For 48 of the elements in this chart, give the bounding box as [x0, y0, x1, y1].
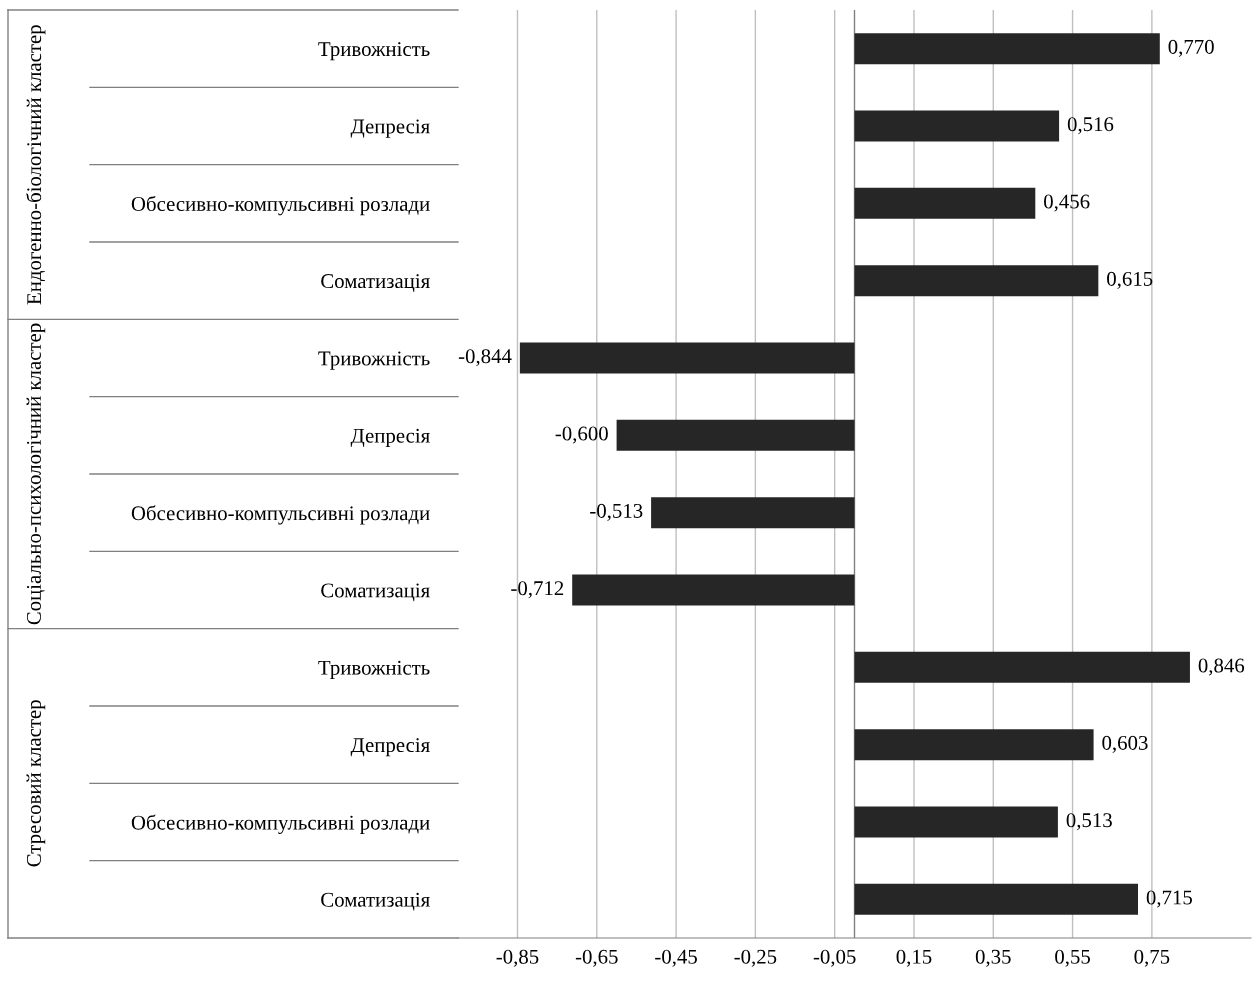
y-tick-label: Соматизація — [321, 583, 430, 602]
bar — [854, 110, 1060, 142]
y-tick-label: Тривожність — [318, 660, 430, 679]
y-tick-label: Обсесивно-компульсивні розлади — [131, 814, 430, 834]
x-tick-label: -0,85 — [496, 949, 539, 967]
x-tick-label: -0,65 — [575, 949, 618, 967]
x-tick-label: -0,45 — [655, 949, 697, 967]
x-tick-label: 0,35 — [975, 949, 1011, 967]
y-tick-label: Депресія — [350, 738, 430, 757]
bar — [854, 651, 1190, 683]
y-tick-label: Депресія — [350, 428, 430, 447]
data-label: -0,712 — [511, 581, 564, 599]
bar — [519, 342, 855, 374]
data-label: 0,603 — [1102, 735, 1148, 753]
data-label: 0,456 — [1044, 194, 1090, 212]
data-label: 0,513 — [1066, 813, 1112, 831]
x-tick-label: 0,15 — [896, 949, 932, 967]
x-tick-label: 0,75 — [1134, 949, 1170, 967]
y-tick-label: Соматизація — [321, 892, 430, 911]
bar — [854, 729, 1094, 761]
bar — [854, 806, 1058, 838]
data-label: 0,615 — [1107, 271, 1153, 289]
x-tick-label: 0,55 — [1055, 949, 1090, 967]
x-tick-label: -0,25 — [734, 949, 777, 967]
text: Ендогенно-біологічний кластер — [26, 25, 46, 305]
data-label: 0,770 — [1168, 39, 1214, 57]
bar — [651, 497, 855, 529]
bar — [854, 33, 1160, 65]
data-label: -0,513 — [590, 503, 643, 521]
y-tick-label: Депресія — [350, 119, 430, 138]
text: Соціально-психологічний кластер — [26, 323, 46, 625]
y-tick-label: Обсесивно-компульсивні розлади — [131, 505, 430, 525]
bar — [854, 187, 1036, 219]
x-tick-label: -0,05 — [813, 949, 856, 967]
data-label: 0,516 — [1067, 117, 1114, 135]
data-label: 0,715 — [1146, 890, 1192, 908]
bar — [572, 574, 855, 606]
y-tick-label: Обсесивно-компульсивні розлади — [131, 195, 430, 216]
bar — [616, 419, 855, 451]
bar — [854, 883, 1138, 915]
y-tick-label: Тривожність — [318, 351, 430, 370]
y-tick-label: Тривожність — [318, 42, 430, 61]
bar — [854, 265, 1099, 297]
text: Стресовий кластер — [26, 700, 46, 867]
data-label: -0,844 — [458, 349, 512, 367]
data-label: -0,600 — [555, 426, 608, 444]
y-tick-label: Соматизація — [321, 274, 430, 292]
data-label: 0,846 — [1198, 658, 1245, 676]
